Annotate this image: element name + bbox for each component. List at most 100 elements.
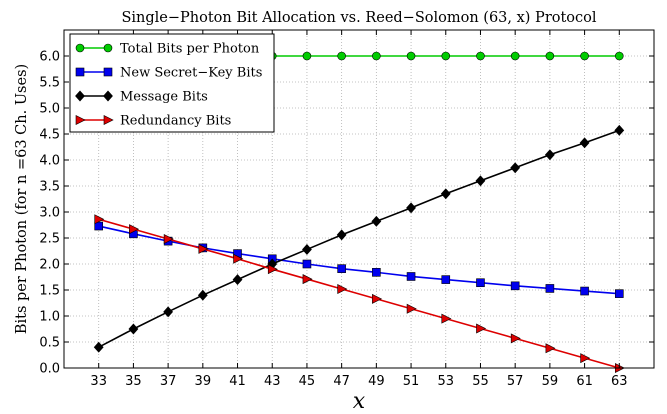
data-point [198, 243, 209, 254]
data-point [94, 214, 105, 225]
legend-label: Redundancy Bits [120, 114, 231, 129]
data-point [163, 234, 174, 245]
x-tick-label: 57 [507, 374, 524, 389]
series-3 [94, 214, 625, 373]
data-point [128, 323, 139, 335]
data-point [614, 289, 624, 298]
legend-marker [103, 90, 113, 102]
y-tick-label: 4.0 [39, 154, 60, 169]
legend-marker [103, 115, 114, 125]
legend-marker [103, 43, 113, 53]
data-point [545, 343, 556, 354]
series-line [98, 218, 620, 369]
data-point [337, 51, 346, 61]
data-point [233, 253, 244, 264]
x-tick-label: 45 [299, 374, 316, 389]
data-point [441, 313, 452, 324]
y-tick-label: 2.5 [39, 232, 60, 247]
x-tick-label: 49 [368, 374, 385, 389]
data-point [476, 51, 485, 61]
data-point [232, 274, 243, 286]
series-2 [93, 124, 625, 353]
x-tick-label: 59 [542, 374, 559, 389]
x-tick-label: 37 [160, 374, 177, 389]
y-tick-label: 1.0 [39, 310, 60, 325]
data-point [302, 51, 312, 61]
data-point [544, 149, 555, 161]
y-tick-label: 3.5 [39, 180, 60, 195]
x-tick-label: 43 [264, 374, 281, 389]
data-point [371, 215, 382, 227]
chart-title: Single−Photon Bit Allocation vs. Reed−So… [121, 10, 596, 26]
data-point [302, 259, 312, 269]
x-tick-label: 33 [90, 374, 107, 389]
data-point [476, 323, 487, 334]
x-tick-label: 39 [195, 374, 212, 389]
legend-marker [75, 67, 85, 77]
data-point [440, 188, 451, 200]
legend: Total Bits per Photon New Secret−Key Bits… [69, 33, 275, 133]
data-point [372, 51, 381, 61]
x-tick-label: 47 [333, 374, 350, 389]
y-tick-label: 6.0 [39, 50, 60, 65]
y-tick-label: 1.5 [39, 284, 60, 299]
data-point [406, 51, 416, 61]
data-point [302, 243, 312, 255]
plot-frame [63, 29, 655, 369]
x-tick-label: 35 [125, 374, 142, 389]
data-point [475, 175, 486, 187]
legend-label: Total Bits per Photon [120, 42, 260, 57]
y-tick-label: 4.5 [39, 128, 60, 143]
data-point [302, 274, 313, 285]
data-point [372, 293, 383, 304]
y-axis-label: Bits per Photon (for n =63 Ch. Uses) [14, 64, 30, 334]
y-tick-label: 0.5 [39, 336, 60, 351]
data-point [510, 333, 521, 344]
data-point [510, 281, 520, 291]
data-point [406, 202, 416, 214]
data-point [441, 275, 451, 284]
legend-label: New Secret−Key Bits [120, 66, 262, 81]
data-point [93, 341, 104, 353]
y-tick-label: 3.0 [39, 206, 60, 221]
x-tick-label: 53 [437, 374, 454, 389]
y-tick-label: 5.0 [39, 102, 60, 117]
legend-marker [103, 67, 113, 77]
x-tick-label: 55 [472, 374, 489, 389]
x-tick-label: 61 [576, 374, 593, 389]
legend-marker [75, 90, 85, 102]
data-point [336, 229, 347, 241]
data-point [614, 124, 625, 136]
data-point [372, 268, 381, 277]
data-point [337, 264, 346, 273]
x-axis-label: x [353, 389, 366, 414]
data-point [337, 283, 348, 294]
y-tick-label: 5.5 [39, 76, 60, 91]
data-point [614, 51, 624, 61]
data-point [580, 51, 589, 61]
x-tick-label: 51 [403, 374, 420, 389]
data-point [579, 137, 590, 149]
data-point [406, 272, 416, 281]
legend-entry: Message Bits [75, 90, 208, 105]
data-point [580, 286, 589, 296]
legend-entry: Total Bits per Photon [75, 42, 260, 57]
series-line [98, 129, 620, 348]
ticks: 33 35 37 39 41 43 45 47 49 51 53 55 57 59 61 63 0.0 0.5 1.… [39, 30, 654, 389]
data-point [129, 224, 140, 235]
x-tick-label: 63 [611, 374, 628, 389]
data-point [267, 264, 278, 275]
data-point [163, 306, 174, 318]
legend-marker [75, 115, 86, 125]
legend-marker [75, 43, 85, 53]
legend-label: Message Bits [120, 90, 208, 105]
data-point [476, 278, 485, 288]
data-point [197, 289, 208, 301]
data-point [545, 284, 555, 293]
data-point [406, 303, 417, 314]
data-point [510, 51, 520, 61]
y-tick-label: 2.0 [39, 258, 60, 273]
data-point [580, 353, 591, 364]
x-tick-label: 41 [229, 374, 246, 389]
